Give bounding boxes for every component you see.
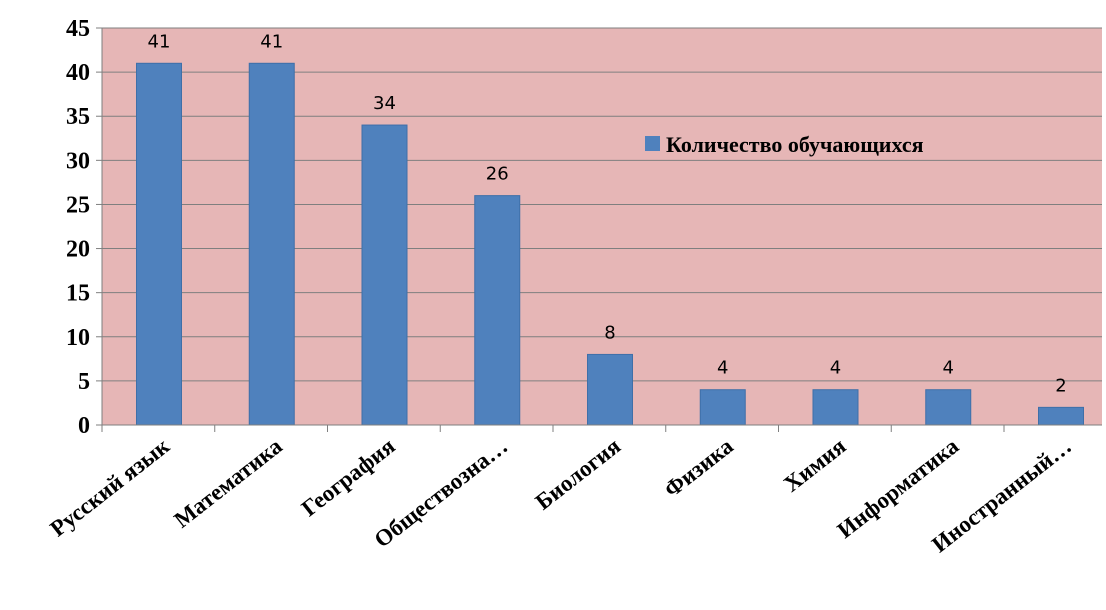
data-labels: 41 41 34 26 8 4 4 4 2 bbox=[148, 31, 1067, 396]
data-label: 2 bbox=[1055, 375, 1066, 396]
y-tick-label: 35 bbox=[66, 104, 90, 130]
data-label: 41 bbox=[260, 31, 283, 52]
bar bbox=[699, 389, 746, 426]
legend: Количество обучающихся bbox=[645, 132, 924, 157]
data-label: 8 bbox=[604, 322, 615, 343]
bar bbox=[925, 389, 972, 426]
bar bbox=[361, 124, 408, 426]
bars bbox=[136, 62, 1084, 426]
x-tick-label: Химия bbox=[779, 433, 851, 497]
bar bbox=[474, 195, 521, 426]
bar bbox=[1038, 406, 1084, 426]
y-tick-label: 45 bbox=[66, 16, 90, 42]
x-tick-label: Русский язык bbox=[45, 433, 174, 542]
bar bbox=[136, 62, 182, 426]
y-axis: 0 5 10 15 20 25 30 35 40 45 bbox=[66, 16, 103, 439]
x-tick-label: Биология bbox=[531, 433, 625, 514]
data-label: 4 bbox=[830, 358, 841, 379]
y-tick-label: 10 bbox=[66, 325, 90, 351]
bar bbox=[587, 353, 633, 426]
x-tick-label: Физика bbox=[659, 433, 738, 502]
y-tick-label: 40 bbox=[66, 60, 90, 86]
y-tick-label: 25 bbox=[66, 192, 90, 218]
bar bbox=[812, 389, 859, 426]
x-tick-label: География bbox=[297, 433, 400, 521]
data-label: 41 bbox=[148, 31, 171, 52]
x-tick-label: Математика bbox=[169, 433, 287, 533]
y-tick-label: 0 bbox=[78, 413, 90, 439]
y-tick-label: 15 bbox=[66, 281, 90, 307]
data-label: 4 bbox=[717, 358, 728, 379]
legend-label: Количество обучающихся bbox=[666, 132, 924, 157]
bar bbox=[248, 62, 295, 426]
data-label: 34 bbox=[373, 93, 396, 114]
data-label: 4 bbox=[943, 358, 954, 379]
y-tick-label: 5 bbox=[78, 369, 90, 395]
data-label: 26 bbox=[486, 164, 509, 185]
legend-swatch bbox=[645, 136, 660, 151]
y-tick-label: 20 bbox=[66, 237, 90, 263]
y-tick-label: 30 bbox=[66, 148, 90, 174]
